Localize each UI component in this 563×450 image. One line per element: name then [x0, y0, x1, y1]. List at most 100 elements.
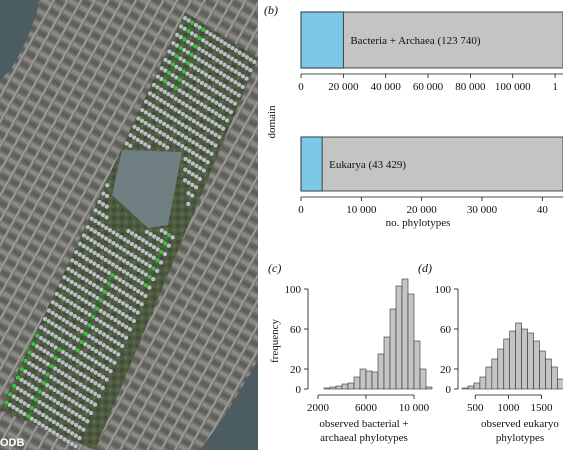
sample-site: [139, 107, 145, 113]
map-watermark: ODB: [0, 437, 25, 449]
y-tick-label: 60: [290, 324, 302, 336]
sample-site: [162, 57, 169, 63]
histogram-bar: [407, 293, 415, 390]
sample-site: [213, 121, 219, 127]
sample-site: [185, 190, 192, 196]
sample-site: [151, 233, 157, 240]
bar-bacteria-archaea-label: Bacteria + Archaea (123 740): [350, 35, 481, 47]
sample-site-highlighted: [158, 249, 164, 255]
sample-site: [209, 140, 215, 146]
sample-site: [66, 407, 72, 413]
sample-site-highlighted: [7, 391, 13, 397]
sample-site: [101, 310, 108, 316]
sample-site: [206, 84, 212, 91]
histogram-c: 0 20 60 100 2000 6000 10 000: [285, 278, 433, 414]
histogram-bar: [335, 385, 343, 390]
sample-site: [183, 113, 190, 120]
sample-site: [92, 207, 99, 214]
sample-site: [214, 89, 220, 95]
sample-site: [166, 80, 172, 87]
sample-site: [229, 45, 236, 51]
y-tick-label: 0: [296, 384, 302, 396]
sample-site: [44, 382, 50, 388]
histogram-bar: [359, 368, 367, 390]
sample-site: [193, 163, 200, 169]
sample-site: [201, 135, 208, 142]
sample-site: [7, 402, 13, 408]
sample-site: [117, 266, 123, 272]
sample-site: [191, 118, 197, 124]
sample-site: [127, 143, 133, 149]
sample-site: [63, 383, 69, 389]
sample-site: [86, 344, 92, 350]
sample-site: [53, 302, 60, 308]
sample-site: [113, 274, 119, 281]
sample-site: [120, 279, 127, 285]
sample-site: [188, 94, 194, 101]
sample-site: [196, 67, 202, 73]
sample-site: [95, 252, 101, 258]
sample-site: [26, 392, 32, 398]
sample-site: [63, 351, 70, 357]
histogram-bar: [323, 387, 331, 390]
sample-site: [136, 235, 143, 241]
sample-site: [93, 370, 99, 376]
sample-site: [84, 256, 90, 262]
sample-site: [59, 402, 65, 408]
histogram-bar: [347, 382, 355, 390]
sample-site: [142, 293, 149, 299]
sample-site-highlighted: [177, 77, 183, 83]
sample-site: [74, 379, 80, 386]
sample-site: [209, 108, 216, 114]
sample-site: [166, 48, 173, 55]
sample-site: [73, 411, 79, 418]
sample-site: [60, 338, 66, 344]
sample-site: [150, 103, 157, 109]
histogram-bar: [491, 358, 499, 390]
sample-site: [116, 298, 123, 304]
sample-site: [135, 126, 141, 132]
sample-site-highlighted: [56, 347, 62, 353]
sample-site: [99, 233, 106, 239]
sample-site: [110, 261, 116, 268]
sample-site: [14, 406, 20, 413]
histogram-bar: [395, 285, 403, 390]
sample-site: [210, 76, 216, 82]
sample-site: [229, 66, 235, 73]
panel-b-label: (b): [264, 3, 278, 17]
sample-site: [43, 414, 50, 420]
sample-site: [206, 95, 212, 101]
sample-site: [162, 99, 168, 106]
sample-site: [185, 39, 191, 45]
sample-site: [207, 31, 214, 37]
sample-site-highlighted: [15, 375, 21, 381]
sample-site: [221, 104, 227, 111]
sample-site: [65, 298, 71, 304]
histogram-bar: [383, 336, 391, 390]
sample-site: [116, 330, 122, 336]
sample-site-highlighted: [170, 61, 176, 68]
sample-site: [185, 49, 191, 56]
sample-site-highlighted: [150, 265, 157, 272]
sample-site: [103, 225, 109, 231]
satellite-map: ODB: [0, 0, 258, 450]
sample-site: [205, 159, 211, 165]
sample-site: [76, 435, 83, 441]
sample-site: [121, 258, 127, 264]
sample-site: [102, 257, 109, 263]
sample-site: [116, 319, 122, 326]
bar-eukarya-highlight: [300, 136, 323, 192]
sample-site: [30, 373, 36, 379]
sample-site-highlighted: [200, 27, 206, 33]
river-top-left: [0, 0, 40, 80]
sample-site: [166, 243, 172, 249]
sample-site: [104, 193, 110, 199]
sample-site: [168, 125, 175, 132]
x-tick-label: 6000: [355, 402, 378, 414]
sample-site: [228, 98, 234, 104]
sample-site: [251, 59, 257, 65]
sample-site: [61, 274, 68, 280]
sample-site: [123, 335, 129, 341]
sample-site: [113, 285, 119, 291]
x-tick-label: 0: [298, 204, 304, 216]
